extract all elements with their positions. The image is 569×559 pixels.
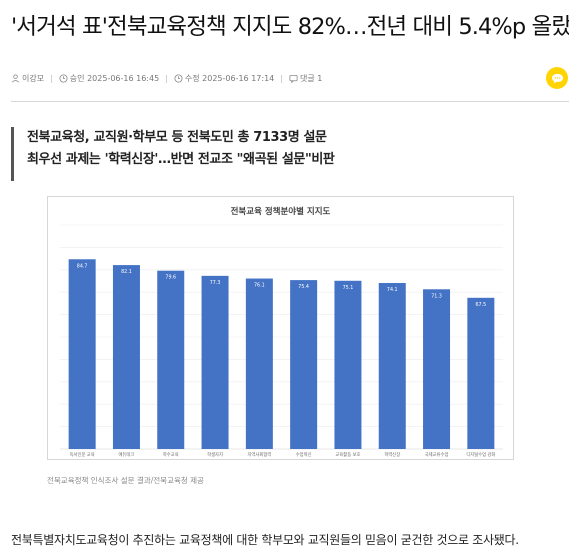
chart-bar xyxy=(423,289,451,449)
chart-data-label: 75.4 xyxy=(298,284,309,290)
author-name: 이강모 xyxy=(22,73,45,83)
chart-category-label: 수업혁신 xyxy=(296,451,312,458)
subheading-2: 최우선 과제는 '학력신장'…반면 전교조 "왜곡된 설문"비판 xyxy=(27,152,335,167)
chart-data-label: 71.3 xyxy=(431,293,442,299)
article-meta: 이강모 | 승인 2025-06-16 16:45 | 수정 2025-06-1… xyxy=(11,70,322,86)
modified-info: 수정 2025-06-16 17:14 xyxy=(174,73,274,84)
header-divider xyxy=(11,101,569,102)
chart-bar xyxy=(157,270,185,449)
meta-separator: | xyxy=(280,73,283,83)
article-subheadings: 전북교육청, 교직원·학부모 등 전북도민 총 7133명 설문 최우선 과제는… xyxy=(11,127,557,181)
clock-icon xyxy=(59,73,68,83)
comments-info[interactable]: 댓글 1 xyxy=(289,73,322,84)
speech-bubble-icon xyxy=(551,73,563,83)
article-body-first-line: 전북특별자치도교육청이 추진하는 교육정책에 대한 학부모와 교직원들의 믿음이… xyxy=(11,533,519,547)
chart-bar xyxy=(245,278,273,449)
chart-bar xyxy=(290,280,318,449)
chart-category-label: 국제교류수업 xyxy=(425,451,449,458)
person-icon xyxy=(11,73,20,83)
chart-data-label: 82.1 xyxy=(121,269,132,275)
chart-category-label: 에듀테크 xyxy=(119,451,135,458)
chart-category-label: 학생자치 xyxy=(207,451,223,458)
chart-bar xyxy=(378,283,406,449)
article-headline: '서거석 표'전북교육정책 지지도 82%…전년 대비 5.4%p 올랐다 xyxy=(11,14,569,40)
chart-bar xyxy=(68,259,96,449)
chart-data-label: 84.7 xyxy=(77,263,88,269)
meta-separator: | xyxy=(165,73,168,83)
chart-category-label: 교육활동 보호 xyxy=(335,451,360,458)
approved-time: 2025-06-16 16:45 xyxy=(87,73,160,83)
chart-bar xyxy=(112,265,140,449)
chart-data-label: 75.1 xyxy=(343,285,354,291)
chart-data-label: 76.1 xyxy=(254,283,265,289)
subheading-1: 전북교육청, 교직원·학부모 등 전북도민 총 7133명 설문 xyxy=(27,130,327,145)
meta-separator: | xyxy=(50,73,53,83)
chart-category-label: 디지털수업 강화 xyxy=(466,451,495,458)
chart-bar xyxy=(201,275,229,449)
chart-bar xyxy=(467,297,495,449)
chart-category-label: 학수교육 xyxy=(163,451,179,458)
comments-count: 1 xyxy=(317,73,323,83)
approved-label: 승인 xyxy=(69,73,85,83)
chart-bar xyxy=(334,280,362,449)
chart-data-label: 77.3 xyxy=(210,280,221,286)
modified-label: 수정 xyxy=(184,73,200,83)
figure-caption: 전북교육정책 인식조사 설문 결과/전북교육청 제공 xyxy=(47,476,204,485)
comment-icon xyxy=(289,74,298,83)
comment-button[interactable] xyxy=(546,67,568,89)
clock-icon xyxy=(174,73,183,83)
approved-info: 승인 2025-06-16 16:45 xyxy=(59,73,159,84)
chart-data-label: 67.5 xyxy=(476,302,487,308)
chart-category-label: 학력신장 xyxy=(384,451,400,458)
bar-chart: 전북교육 정책분야별 지지도 84.7 82.1 79.6 77.3 76.1 75.4 7… xyxy=(60,206,503,458)
chart-data-label: 74.1 xyxy=(387,287,398,293)
chart-data-label: 79.6 xyxy=(165,275,176,281)
modified-time: 2025-06-16 17:14 xyxy=(202,73,275,83)
comments-label: 댓글 xyxy=(299,73,315,83)
chart-figure: 전북교육 정책분야별 지지도 84.7 82.1 79.6 77.3 76.1 75.4 7… xyxy=(47,196,514,460)
author-info: 이강모 xyxy=(11,73,44,84)
chart-category-label: 지역사회협력 xyxy=(247,451,271,458)
chart-title: 전북교육 정책분야별 지지도 xyxy=(231,206,331,217)
chart-category-label: 독서인문 교육 xyxy=(70,451,95,458)
